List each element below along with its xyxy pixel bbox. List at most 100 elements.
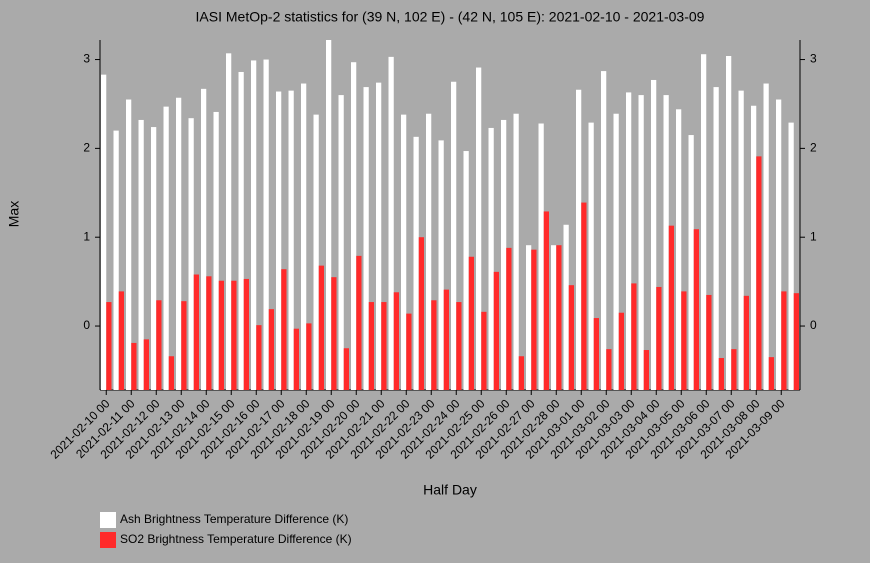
chart-title: IASI MetOp-2 statistics for (39 N, 102 E…	[196, 9, 705, 25]
bar	[281, 269, 287, 390]
bar	[563, 224, 569, 390]
bar	[531, 249, 537, 390]
bar	[518, 356, 524, 390]
bar	[168, 356, 174, 390]
bar	[238, 71, 244, 390]
bar	[701, 54, 707, 391]
bar	[676, 109, 682, 390]
bar	[243, 278, 249, 390]
legend-swatch	[100, 532, 116, 548]
bar	[426, 113, 432, 391]
legend-label: SO2 Brightness Temperature Difference (K…	[120, 532, 352, 546]
bar	[618, 312, 624, 390]
bar	[756, 156, 762, 390]
bar	[468, 256, 474, 390]
bar	[793, 293, 799, 390]
bar	[581, 202, 587, 390]
bar	[651, 79, 657, 391]
bar	[718, 358, 724, 390]
x-axis-label: Half Day	[423, 482, 477, 498]
bar	[543, 211, 549, 390]
bar	[343, 348, 349, 390]
legend-swatch	[100, 512, 116, 528]
bar	[201, 88, 207, 391]
bar	[118, 291, 124, 390]
legend-label: Ash Brightness Temperature Difference (K…	[120, 512, 348, 526]
bar	[456, 302, 462, 390]
bar	[106, 302, 112, 390]
bar	[181, 301, 187, 390]
bar	[656, 286, 662, 390]
bar	[213, 111, 219, 390]
bar	[506, 247, 512, 390]
bar	[438, 140, 444, 390]
bar	[131, 342, 137, 390]
y-axis-label: Max	[6, 201, 22, 227]
bar	[663, 95, 669, 390]
bar	[331, 277, 337, 390]
y2-tick-label: 1	[810, 229, 817, 243]
y-tick-label: 1	[83, 229, 90, 243]
bar	[743, 295, 749, 390]
bar	[418, 237, 424, 390]
bar	[576, 89, 582, 391]
y-tick-label: 0	[83, 318, 90, 332]
bar	[401, 114, 407, 390]
bar	[363, 87, 369, 391]
bar	[763, 83, 769, 390]
bar	[376, 82, 382, 391]
bar	[693, 229, 699, 390]
bar	[313, 114, 319, 390]
bar	[206, 276, 212, 390]
bar	[163, 106, 169, 391]
bar	[276, 91, 282, 391]
bar	[768, 357, 774, 390]
bar	[726, 55, 732, 391]
bar	[606, 349, 612, 390]
bar	[288, 90, 294, 390]
bar	[788, 122, 794, 391]
bar	[593, 318, 599, 390]
bar	[143, 339, 149, 390]
bar	[556, 245, 562, 390]
bar	[781, 291, 787, 390]
bar	[601, 71, 607, 390]
bar	[451, 81, 457, 390]
bar	[751, 105, 757, 391]
bar	[306, 323, 312, 390]
bar	[631, 283, 637, 390]
bar	[776, 99, 782, 391]
bar	[681, 291, 687, 390]
bar	[568, 285, 574, 390]
bar	[706, 294, 712, 390]
bar	[488, 127, 494, 391]
bar	[463, 151, 469, 390]
bar	[113, 130, 119, 390]
bar	[513, 113, 519, 391]
bar	[668, 225, 674, 390]
bar	[688, 135, 694, 390]
bar	[338, 95, 344, 390]
bar	[368, 302, 374, 390]
bar	[138, 119, 144, 390]
bar	[476, 67, 482, 390]
bar	[526, 245, 532, 390]
bar	[226, 53, 232, 390]
y2-tick-label: 2	[810, 141, 817, 155]
bar	[713, 87, 719, 391]
y2-tick-label: 3	[810, 52, 817, 66]
bar	[551, 245, 557, 390]
bar	[256, 325, 262, 390]
bar	[738, 90, 744, 390]
bar	[393, 292, 399, 390]
y-tick-label: 2	[83, 141, 90, 155]
bar	[388, 56, 394, 390]
bar	[251, 60, 257, 391]
bar	[481, 311, 487, 390]
bar	[293, 328, 299, 390]
bar	[268, 309, 274, 390]
bar	[101, 74, 107, 391]
bar	[263, 59, 269, 390]
bar	[356, 255, 362, 390]
bar	[406, 313, 412, 390]
